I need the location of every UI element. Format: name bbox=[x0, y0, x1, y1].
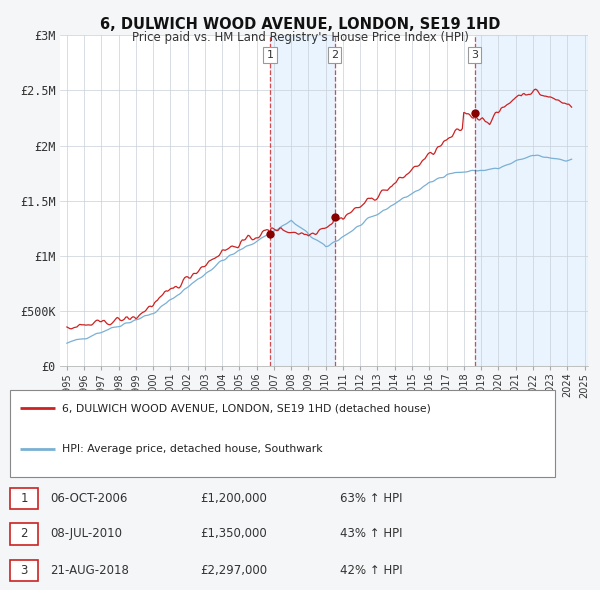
Text: 42% ↑ HPI: 42% ↑ HPI bbox=[340, 564, 403, 577]
Bar bbox=[10, 523, 38, 545]
Text: 2: 2 bbox=[331, 50, 338, 60]
Text: £2,297,000: £2,297,000 bbox=[200, 564, 267, 577]
Bar bbox=[10, 391, 555, 477]
Text: 1: 1 bbox=[266, 50, 274, 60]
Text: 21-AUG-2018: 21-AUG-2018 bbox=[50, 564, 129, 577]
Text: 06-OCT-2006: 06-OCT-2006 bbox=[50, 492, 127, 505]
Text: HPI: Average price, detached house, Southwark: HPI: Average price, detached house, Sout… bbox=[62, 444, 323, 454]
Text: 1: 1 bbox=[20, 492, 28, 505]
Text: 6, DULWICH WOOD AVENUE, LONDON, SE19 1HD: 6, DULWICH WOOD AVENUE, LONDON, SE19 1HD bbox=[100, 17, 500, 31]
Text: 08-JUL-2010: 08-JUL-2010 bbox=[50, 527, 122, 540]
Text: £1,200,000: £1,200,000 bbox=[200, 492, 267, 505]
Text: 6, DULWICH WOOD AVENUE, LONDON, SE19 1HD (detached house): 6, DULWICH WOOD AVENUE, LONDON, SE19 1HD… bbox=[62, 403, 431, 413]
Text: 3: 3 bbox=[20, 564, 28, 577]
Text: 2: 2 bbox=[20, 527, 28, 540]
Text: £1,350,000: £1,350,000 bbox=[200, 527, 267, 540]
Bar bbox=[10, 488, 38, 509]
Bar bbox=[475, 35, 588, 366]
Bar bbox=[270, 35, 335, 366]
Text: 43% ↑ HPI: 43% ↑ HPI bbox=[340, 527, 403, 540]
Text: 63% ↑ HPI: 63% ↑ HPI bbox=[340, 492, 403, 505]
Text: 3: 3 bbox=[472, 50, 478, 60]
Text: Price paid vs. HM Land Registry's House Price Index (HPI): Price paid vs. HM Land Registry's House … bbox=[131, 31, 469, 44]
Bar bbox=[10, 559, 38, 581]
